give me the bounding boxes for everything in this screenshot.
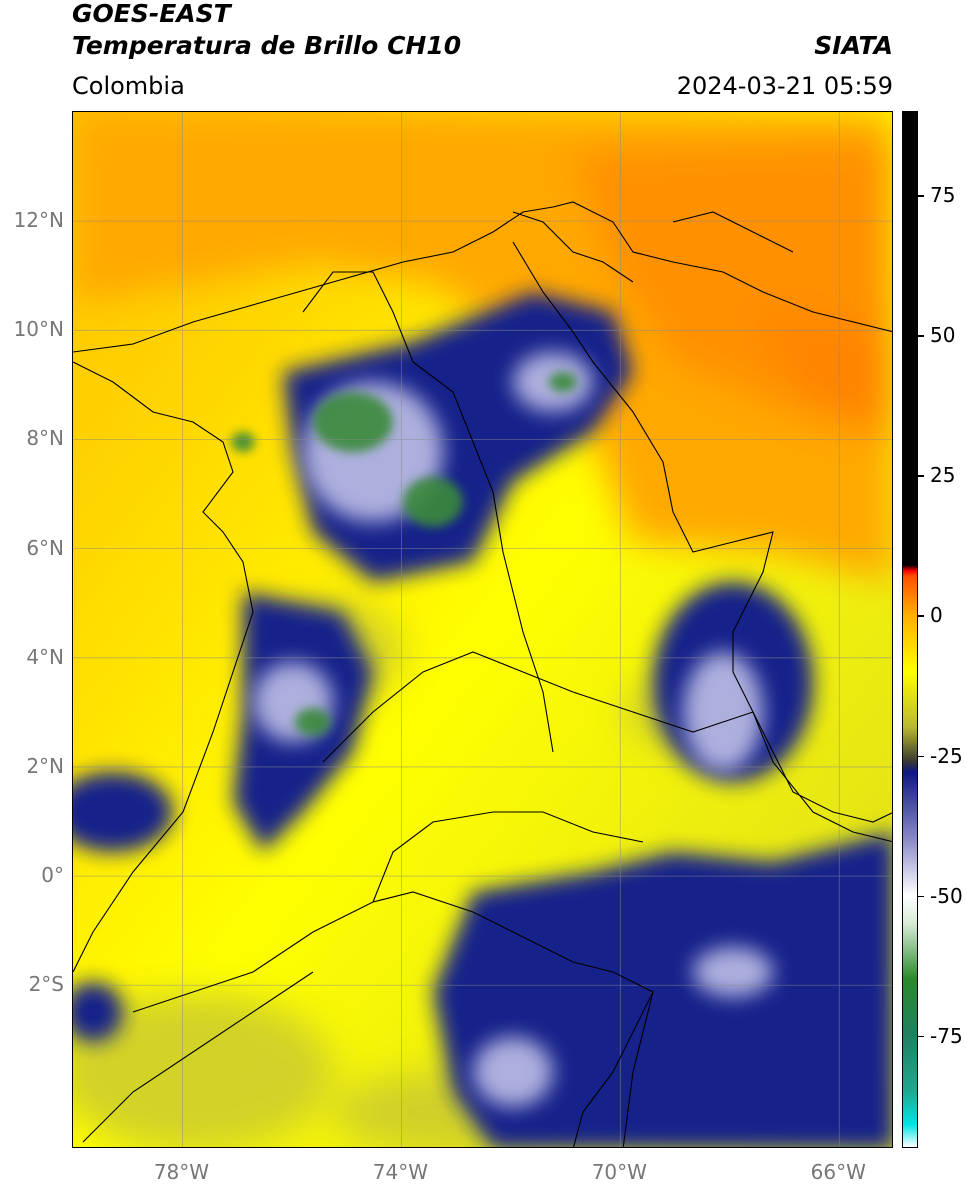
product-title: Temperatura de Brillo CH10 xyxy=(72,31,462,60)
satellite-map[interactable] xyxy=(72,111,893,1148)
colorbar-tick xyxy=(918,195,924,197)
colorbar-tick xyxy=(918,1035,924,1038)
colorbar-tick-label: -75 xyxy=(930,1023,963,1048)
colorbar-tick xyxy=(918,755,924,758)
satellite-title: GOES-EAST xyxy=(72,0,231,28)
lat-tick-label: 2°S xyxy=(28,972,64,997)
colorbar-tick xyxy=(918,615,924,617)
colorbar-tick-label: 25 xyxy=(930,463,956,488)
organization-label: SIATA xyxy=(814,31,893,60)
lat-tick-label: 6°N xyxy=(26,535,64,560)
lon-tick-label: 70°W xyxy=(591,1160,647,1184)
colorbar xyxy=(902,111,918,1148)
country-borders xyxy=(73,201,892,1147)
brightness-temperature-field xyxy=(73,112,892,1147)
colorbar-tick-label: -50 xyxy=(930,883,963,908)
lon-tick-label: 66°W xyxy=(810,1160,866,1184)
colorbar-tick-label: -25 xyxy=(930,743,963,768)
colorbar-tick-label: 0 xyxy=(930,603,943,628)
datetime-label: 2024-03-21 05:59 xyxy=(676,72,893,100)
colorbar-tick xyxy=(918,895,924,898)
colorbar-tick-label: 75 xyxy=(930,183,956,208)
lat-tick-label: 10°N xyxy=(13,317,64,342)
lat-tick-label: 4°N xyxy=(26,644,64,669)
lon-tick-label: 78°W xyxy=(153,1160,210,1184)
region-label: Colombia xyxy=(72,72,185,100)
lon-tick-label: 74°W xyxy=(372,1160,428,1184)
lat-tick-label: 2°N xyxy=(26,753,64,778)
lat-tick-label: 8°N xyxy=(26,426,64,451)
colorbar-tick-label: 50 xyxy=(930,323,956,348)
lat-tick-label: 0° xyxy=(41,863,64,888)
colorbar-tick xyxy=(918,335,924,337)
lat-tick-label: 12°N xyxy=(13,208,64,233)
colorbar-tick xyxy=(918,475,924,477)
